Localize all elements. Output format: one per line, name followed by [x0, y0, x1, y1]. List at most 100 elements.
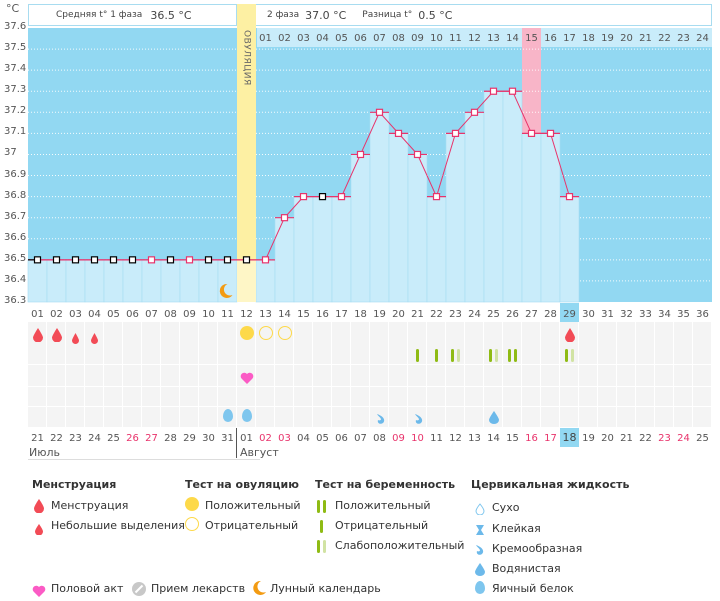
- calendar-date: 14: [487, 433, 500, 444]
- moon-icon: [219, 283, 233, 298]
- phase2-day-label: 04: [316, 33, 329, 44]
- cycle-day-label: 10: [202, 309, 215, 320]
- temperature-point: [337, 193, 346, 201]
- calendar-date: 22: [639, 433, 652, 444]
- phase2-day-label: 06: [354, 33, 367, 44]
- phase2-day-label: 22: [658, 33, 671, 44]
- temperature-bar: [141, 259, 162, 303]
- temperature-point: [185, 256, 194, 264]
- legend-ovulation-title: Тест на овуляцию: [185, 478, 299, 491]
- month-august: Август: [240, 446, 279, 459]
- temperature-bar: [369, 112, 390, 303]
- ovulation-column: [237, 4, 256, 302]
- y-tick-label: 37.5: [4, 42, 27, 54]
- temperature-chart: 01 02 03 04 05 06 07 08 09 10 11 12 13 14 15 16 17 18 19 20…: [27, 4, 712, 322]
- temperature-point: [470, 108, 479, 116]
- temperature-bar: [84, 259, 105, 303]
- legend-dry: Сухо: [492, 501, 520, 514]
- pregnancy-test-icon: [565, 347, 574, 366]
- legend-ovulation-positive: Положительный: [205, 499, 301, 512]
- cycle-day-label: 08: [164, 309, 177, 320]
- cycle-day-label: 23: [449, 309, 462, 320]
- pregnancy-test-icon: [435, 347, 438, 366]
- cycle-day-label: 07: [145, 309, 158, 320]
- calendar-date: 31: [221, 433, 234, 444]
- legend-moon: Лунный календарь: [270, 582, 381, 595]
- y-tick-label: 36.7: [4, 210, 27, 222]
- watery-icon: [488, 409, 499, 428]
- calendar-date: 21: [620, 433, 633, 444]
- y-tick-label: 37.3: [4, 84, 27, 96]
- menstruation-row: [28, 322, 712, 346]
- temperature-point: [356, 150, 365, 159]
- temperature-point: [318, 193, 327, 201]
- cycle-day-label: 26: [506, 309, 519, 320]
- cycle-day-label: 22: [430, 309, 443, 320]
- ovulation-negative-icon: [258, 326, 273, 340]
- calendar-date: 11: [430, 433, 443, 444]
- intercourse-row: [28, 365, 712, 386]
- menstruation-drop-icon: [51, 327, 62, 346]
- temperature-point: [451, 129, 460, 137]
- menstruation-drop-icon: [34, 498, 44, 517]
- legend-intercourse: Половой акт: [51, 582, 124, 595]
- temperature-point: [299, 193, 308, 201]
- temperature-bar: [521, 133, 542, 303]
- cycle-day-label: 05: [107, 309, 120, 320]
- temperature-point: [204, 256, 213, 264]
- menstruation-drop-icon: [564, 327, 575, 346]
- cycle-day-label: 03: [69, 309, 82, 320]
- ovulation-positive-icon: [185, 497, 199, 511]
- y-tick-label: 36.8: [4, 189, 27, 201]
- calendar-date: 17: [544, 433, 557, 444]
- cycle-day-label: 12: [240, 309, 253, 320]
- phase2-day-label: 20: [620, 33, 633, 44]
- phase2-day-strip: [257, 28, 712, 47]
- y-tick-label: 36.6: [4, 231, 27, 243]
- temperature-bar: [407, 154, 428, 303]
- calendar-date: 25: [107, 433, 120, 444]
- creamy-icon: [375, 410, 386, 429]
- pregnancy-test-icon: [508, 347, 517, 366]
- temperature-point: [90, 256, 99, 264]
- calendar-date: 13: [468, 433, 481, 444]
- temperature-point: [565, 193, 574, 201]
- temperature-bar: [65, 259, 86, 303]
- pregnancy-test-icon: [489, 347, 498, 366]
- temperature-point: [394, 129, 403, 137]
- legend-pregnancy-positive: Положительный: [335, 499, 431, 512]
- egg-white-icon: [475, 581, 485, 594]
- temperature-bar: [540, 133, 561, 303]
- phase1-value: 36.5 °C: [150, 8, 192, 22]
- ovulation-positive-icon: [239, 326, 254, 340]
- temperature-bar: [483, 90, 504, 303]
- egg-white-icon: [241, 409, 252, 422]
- phase2-day-label: 15: [525, 33, 538, 44]
- temperature-point: [261, 256, 270, 264]
- calendar-date: 18: [560, 428, 579, 447]
- temperature-point: [166, 256, 175, 264]
- month-divider: [236, 428, 237, 458]
- calendar-date: 24: [88, 433, 101, 444]
- calendar-date: 02: [259, 433, 272, 444]
- cycle-day-label: 27: [525, 309, 538, 320]
- egg-white-icon: [222, 409, 233, 422]
- calendar-date: 12: [449, 433, 462, 444]
- pregnancy-weak-icon: [317, 538, 327, 557]
- cycle-day-label: 28: [544, 309, 557, 320]
- cycle-day-label: 19: [373, 309, 386, 320]
- cycle-day-label: 34: [658, 309, 671, 320]
- pill-icon: [132, 581, 146, 600]
- calendar-date: 19: [582, 433, 595, 444]
- diff-label: Разница t°: [362, 10, 413, 20]
- temperature-bar: [293, 196, 314, 303]
- spotting-drop-icon: [35, 520, 43, 539]
- cycle-day-label: 15: [297, 309, 310, 320]
- calendar-date: 25: [696, 433, 709, 444]
- creamy-icon: [413, 410, 424, 429]
- legend-spotting: Небольшие выделения: [51, 519, 185, 532]
- temperature-point: [527, 129, 536, 137]
- cycle-day-label: 24: [468, 309, 481, 320]
- temperature-point: [489, 87, 498, 95]
- temperature-point: [128, 256, 137, 264]
